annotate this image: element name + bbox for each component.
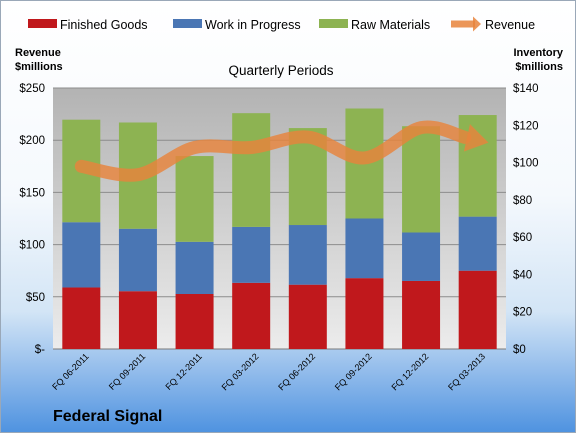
- right-tick-label: $120: [513, 120, 539, 132]
- left-tick-label: $-: [35, 344, 45, 356]
- legend-swatch: [28, 19, 57, 28]
- bar-raw-materials: [402, 126, 441, 233]
- legend-label: Work in Progress: [205, 18, 301, 32]
- revenue-line: [74, 120, 472, 182]
- chart-title: Quarterly Periods: [228, 63, 333, 78]
- bar-work-in-progress: [175, 241, 214, 295]
- left-axis-title: Revenue $millions: [15, 47, 63, 73]
- right-tick-label: $80: [513, 195, 532, 207]
- category-labels: FQ 06-2011 FQ 09-2011 FQ 12-2011 FQ 03-2012…: [50, 351, 487, 392]
- legend-label: Revenue: [485, 18, 535, 32]
- bar-raw-materials: [458, 115, 497, 217]
- bar-work-in-progress: [118, 228, 157, 292]
- category-label: FQ 03-2012: [220, 351, 261, 392]
- right-tick-label: $140: [513, 83, 539, 95]
- bar-work-in-progress: [288, 225, 327, 285]
- bar-work-in-progress: [62, 222, 101, 288]
- legend-swatch: [319, 19, 348, 28]
- bar-work-in-progress: [232, 226, 271, 283]
- right-tick-label: $20: [513, 307, 532, 319]
- legend-item-raw-materials: Raw Materials: [319, 18, 430, 32]
- bar-work-in-progress: [402, 232, 441, 281]
- bar-work-in-progress: [458, 216, 497, 271]
- left-tick-label: $200: [19, 135, 45, 147]
- legend-swatch: [173, 19, 202, 28]
- left-tick-label: $150: [19, 187, 45, 199]
- category-label: FQ 12-2011: [163, 351, 204, 392]
- bar-raw-materials: [175, 156, 214, 242]
- category-label: FQ 09-2012: [333, 351, 374, 392]
- right-axis-title: Inventory $millions: [513, 47, 563, 73]
- bar-finished-goods: [118, 291, 157, 349]
- legend-swatch: [451, 20, 475, 28]
- left-tick-label: $50: [26, 292, 45, 304]
- category-label: FQ 09-2011: [107, 351, 148, 392]
- bar-work-in-progress: [345, 218, 384, 279]
- right-tick-label: $60: [513, 232, 532, 244]
- category-label: FQ 12-2012: [389, 351, 430, 392]
- legend-label: Raw Materials: [351, 18, 430, 32]
- category-label: FQ 06-2012: [276, 351, 317, 392]
- category-label: FQ 03-2013: [446, 351, 487, 392]
- bar-finished-goods: [402, 280, 441, 349]
- legend-item-finished-goods: Finished Goods: [28, 18, 148, 32]
- right-tick-label: $0: [513, 344, 526, 356]
- left-axis-ticks: $- $50 $100 $150 $200 $250: [19, 83, 45, 356]
- bar-finished-goods: [345, 278, 384, 349]
- legend-item-work-in-progress: Work in Progress: [173, 18, 301, 32]
- bar-raw-materials: [232, 113, 271, 227]
- legend-item-revenue: Revenue: [451, 16, 535, 32]
- revenue-line-layer: [74, 120, 489, 182]
- bar-finished-goods: [62, 287, 101, 349]
- right-axis-ticks: $0 $20 $40 $60 $80 $100 $120 $140: [513, 83, 539, 356]
- right-tick-label: $40: [513, 269, 532, 281]
- category-label: FQ 06-2011: [50, 351, 91, 392]
- bar-finished-goods: [232, 282, 271, 349]
- legend-label: Finished Goods: [60, 18, 148, 32]
- revenue-arrowhead: [463, 124, 489, 152]
- left-tick-label: $100: [19, 240, 45, 252]
- bar-finished-goods: [288, 284, 327, 349]
- legend-arrowhead: [473, 16, 481, 32]
- bar-finished-goods: [458, 270, 497, 349]
- bar-finished-goods: [175, 294, 214, 349]
- legend: Finished Goods Work in Progress Raw Materi…: [28, 16, 535, 32]
- right-tick-label: $100: [513, 158, 539, 170]
- left-tick-label: $250: [19, 83, 45, 95]
- company-name: Federal Signal: [53, 408, 162, 425]
